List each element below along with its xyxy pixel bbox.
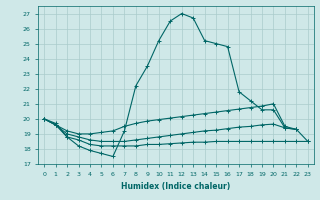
X-axis label: Humidex (Indice chaleur): Humidex (Indice chaleur) — [121, 182, 231, 191]
